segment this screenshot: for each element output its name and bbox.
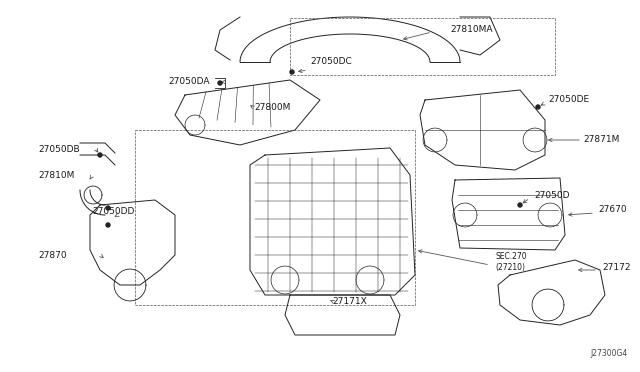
Text: J27300G4: J27300G4 <box>591 349 628 358</box>
Circle shape <box>290 70 294 74</box>
Circle shape <box>218 81 222 85</box>
Text: 27050DA: 27050DA <box>168 77 209 87</box>
Text: 27172: 27172 <box>602 263 630 272</box>
Text: 27810M: 27810M <box>38 170 74 180</box>
Circle shape <box>106 206 110 210</box>
Circle shape <box>98 153 102 157</box>
Text: SEC.270
(27210): SEC.270 (27210) <box>495 252 527 272</box>
Text: 27050DD: 27050DD <box>92 208 134 217</box>
Circle shape <box>106 223 110 227</box>
Circle shape <box>536 105 540 109</box>
Text: 27050DE: 27050DE <box>548 96 589 105</box>
Text: 27871M: 27871M <box>583 135 620 144</box>
Text: 27810MA: 27810MA <box>450 26 493 35</box>
Text: 27870: 27870 <box>38 250 67 260</box>
Text: 27800M: 27800M <box>254 103 291 112</box>
Text: 27050D: 27050D <box>534 192 570 201</box>
Text: 27050DB: 27050DB <box>38 145 79 154</box>
Circle shape <box>518 203 522 207</box>
Text: 27171X: 27171X <box>332 298 367 307</box>
Text: 27050DC: 27050DC <box>310 58 352 67</box>
Text: 27670: 27670 <box>598 205 627 215</box>
